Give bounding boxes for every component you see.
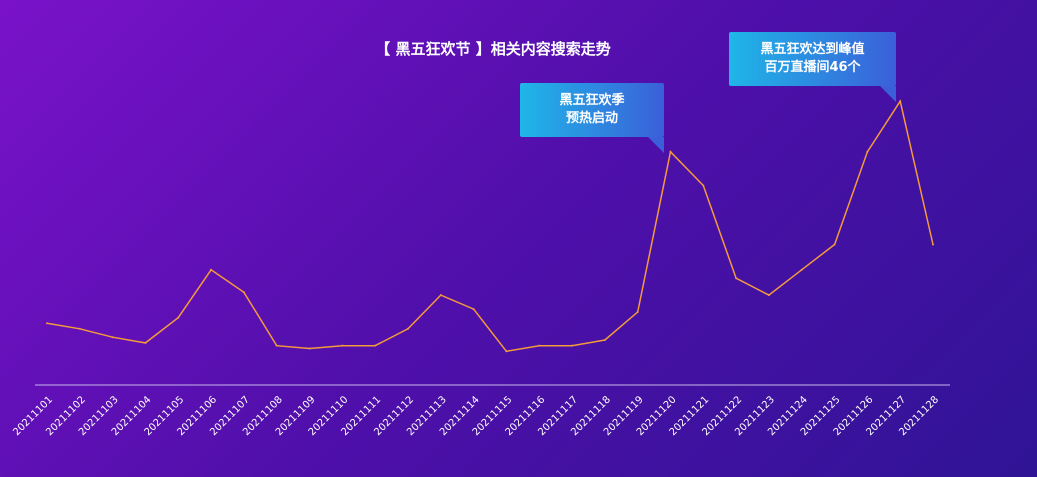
series-point xyxy=(210,268,213,271)
annotation-peak-line-2: 百万直播间46个 xyxy=(764,60,861,75)
series-point xyxy=(603,339,606,342)
series-point xyxy=(111,336,114,339)
series-point xyxy=(78,327,81,330)
series-point xyxy=(735,277,738,280)
series-point xyxy=(341,344,344,347)
series-line xyxy=(46,99,934,353)
annotation-preheat-callout: 黑五狂欢季 预热启动 xyxy=(520,83,664,153)
series-point xyxy=(800,268,803,271)
series-point xyxy=(308,347,311,350)
annotation-preheat-line-1: 黑五狂欢季 xyxy=(559,93,625,108)
annotation-preheat-line-2: 预热启动 xyxy=(565,111,618,126)
series-point xyxy=(899,100,902,103)
series-point xyxy=(866,150,869,153)
series-point xyxy=(669,150,672,153)
series-point xyxy=(932,243,934,246)
series-point xyxy=(406,327,409,330)
series-point xyxy=(767,294,770,297)
series-point xyxy=(702,184,705,187)
series-point xyxy=(571,344,574,347)
series-point xyxy=(636,310,639,313)
series-point xyxy=(374,344,377,347)
series-point xyxy=(833,243,836,246)
series-point xyxy=(46,322,48,325)
series-point xyxy=(275,344,278,347)
annotation-peak-callout: 黑五狂欢达到峰值 百万直播间46个 xyxy=(729,32,896,102)
series-point xyxy=(505,350,508,353)
series-point xyxy=(439,294,442,297)
series-points xyxy=(46,100,934,353)
series-point xyxy=(144,341,147,344)
series-point xyxy=(538,344,541,347)
x-tick-labels: 2021110120211102202111032021110420211105… xyxy=(11,394,941,438)
chart-title: 【 黑五狂欢节 】相关内容搜索走势 xyxy=(375,40,610,58)
series-point xyxy=(177,316,180,319)
annotation-peak-line-1: 黑五狂欢达到峰值 xyxy=(760,42,865,57)
series-point xyxy=(472,308,475,311)
series-point xyxy=(242,291,245,294)
